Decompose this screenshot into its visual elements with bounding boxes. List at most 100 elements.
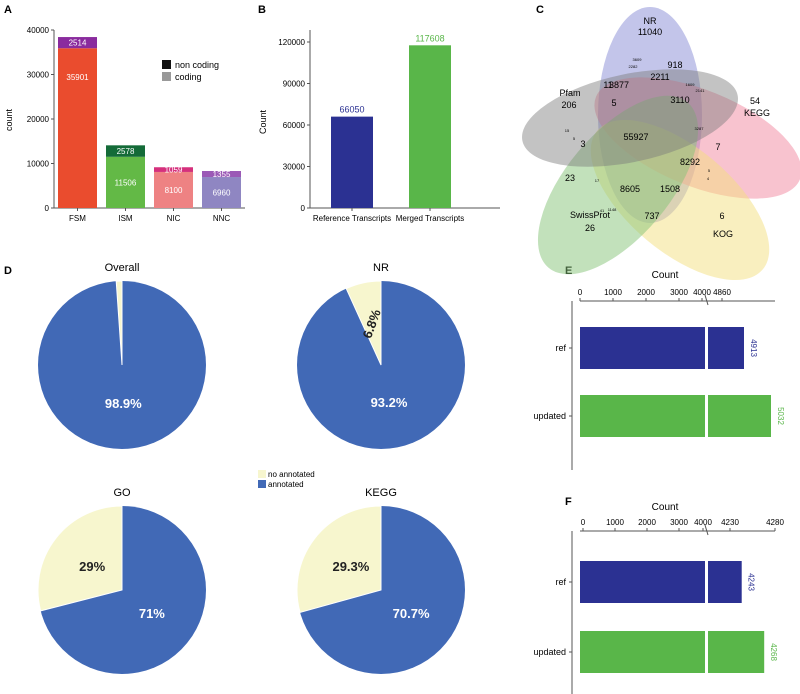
panel-a-legend: non coding coding: [162, 60, 219, 82]
bar: [331, 116, 373, 208]
venn-unique-swissprot: 26: [585, 223, 595, 233]
venn-region-small: 2141: [696, 88, 706, 93]
legend-swatch-coding: [162, 72, 171, 81]
panel-e-xlabel: Count: [652, 270, 679, 281]
pie-label-not-annotated: 29%: [79, 559, 105, 574]
venn-unique-nr: 11040: [638, 27, 662, 37]
venn-region: 1508: [660, 184, 680, 194]
venn-ellipse-pfam: [522, 69, 738, 167]
y-tick-label: 120000: [278, 38, 305, 47]
pie-title: NR: [373, 262, 389, 274]
data-label: 4243: [747, 573, 756, 591]
data-label: 117608: [415, 33, 444, 43]
bar-noncoding: [106, 145, 145, 157]
panel-f: Count 0 1000 2000 3000 4000 4230 4280 4243 ref 42…: [533, 502, 784, 694]
bar-noncoding: [202, 170, 241, 178]
legend-label-no-annotated: no annotated: [268, 470, 315, 479]
x-tick-label: FSM: [69, 214, 86, 223]
y-tick-label: 20000: [27, 115, 50, 124]
y-tick-label: 30000: [283, 163, 306, 172]
venn-unique-kegg: 54: [750, 96, 760, 106]
legend-swatch-no-annotated: [258, 470, 266, 478]
pie-slice-not-annotated: [115, 280, 123, 366]
venn-region: 8292: [680, 157, 700, 167]
venn-region: 55927: [623, 132, 648, 142]
bar: [580, 561, 742, 603]
pie-label-annotated: 98.9%: [105, 396, 142, 411]
data-label-noncoding: 2514: [69, 39, 87, 48]
pie-title: KEGG: [365, 487, 397, 499]
legend-label-annotated: annotated: [268, 480, 304, 489]
y-tick-label: ref: [555, 577, 566, 587]
x-tick-label: 4000: [693, 288, 711, 297]
x-tick-label: 2000: [637, 288, 655, 297]
panel-d: Overall98.9%NR93.2%6.8%GO71%29%KEGG70.7%…: [37, 262, 465, 674]
venn-region: 737: [644, 211, 659, 221]
pie-slice-not-annotated: [345, 280, 382, 366]
x-tick-label: NNC: [213, 214, 231, 223]
axis-break-mark: [704, 294, 709, 306]
data-label-noncoding: 2578: [117, 147, 135, 156]
legend-swatch-annotated: [258, 480, 266, 488]
pie-slice-not-annotated: [296, 505, 382, 614]
y-tick-label: 90000: [283, 80, 306, 89]
data-label-coding: 11506: [115, 178, 137, 187]
panel-label-b: B: [258, 4, 266, 16]
axis-break-mark: [704, 524, 709, 536]
data-label-coding: 35901: [66, 73, 89, 82]
x-tick-label: 3000: [670, 288, 688, 297]
x-tick-label: 4280: [766, 518, 784, 527]
panel-d-legend: no annotated annotated: [258, 470, 315, 489]
legend-label-coding: coding: [175, 72, 202, 82]
panel-a-ylabel: count: [4, 108, 14, 131]
data-label-noncoding: 1355: [213, 170, 231, 179]
venn-region: 3877: [609, 80, 629, 90]
venn-unique-pfam: 206: [561, 100, 576, 110]
x-tick-label: NIC: [167, 214, 181, 223]
data-label-coding: 8100: [165, 186, 183, 195]
venn-region: 8605: [620, 184, 640, 194]
venn-ellipse-swissprot: [537, 95, 699, 275]
pie: Overall 98.9%: [38, 262, 206, 449]
venn-set-kog: KOG: [713, 229, 733, 239]
data-label: 4913: [749, 339, 758, 357]
y-tick-label: updated: [533, 647, 566, 657]
x-tick-label: Reference Transcripts: [313, 214, 391, 223]
panel-label-d: D: [4, 265, 12, 277]
x-tick-label: 3000: [670, 518, 688, 527]
x-tick-label: ISM: [118, 214, 133, 223]
venn-region-small: 5: [708, 168, 711, 173]
pie-label-not-annotated: 29.3%: [332, 559, 369, 574]
data-label: 4268: [769, 643, 778, 661]
x-tick-label: 4860: [713, 288, 731, 297]
y-tick-label: 30000: [27, 71, 50, 80]
pie-title: Overall: [105, 262, 140, 274]
venn-region-small: 1148: [608, 207, 617, 212]
y-tick-label: 0: [301, 204, 306, 213]
bar-noncoding: [154, 167, 193, 172]
venn-region-small: 5: [573, 136, 576, 141]
data-label: 66050: [339, 105, 364, 115]
bar-coding: [202, 177, 241, 208]
venn-region: 23: [565, 173, 575, 183]
panel-label-f: F: [565, 496, 572, 508]
bar-break-gap: [705, 561, 708, 603]
x-tick-label: 2000: [638, 518, 656, 527]
panel-a: count 0 10000 20000 30000 40000 35901 2514 115…: [4, 26, 245, 223]
x-tick-label: 0: [581, 518, 586, 527]
panel-e: Count 0 1000 2000 3000 4000 4860 4913 ref 5032 up…: [533, 270, 785, 470]
x-tick-label: Merged Transcripts: [396, 214, 464, 223]
panel-b: Count 0 30000 60000 90000 120000 66050 117608…: [258, 30, 500, 223]
panel-b-ylabel: Count: [258, 110, 268, 135]
y-tick-label: 10000: [27, 160, 50, 169]
venn-region-small: 4: [707, 176, 710, 181]
x-tick-label: 1000: [604, 288, 622, 297]
venn-region-small: 3287: [695, 126, 705, 131]
bar: [409, 45, 451, 209]
y-tick-label: 0: [45, 204, 50, 213]
venn-region-small: 15: [565, 128, 570, 133]
legend-swatch-noncoding: [162, 60, 171, 69]
venn-region-small: 41: [600, 208, 605, 213]
venn-set-pfam: Pfam: [559, 88, 580, 98]
